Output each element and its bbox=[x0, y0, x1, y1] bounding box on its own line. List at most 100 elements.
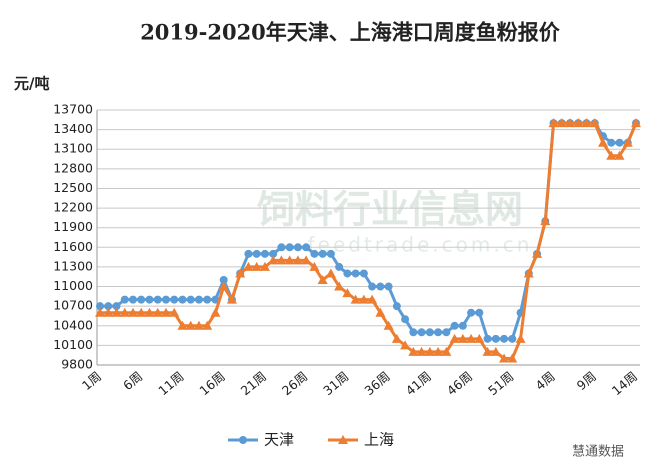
point bbox=[417, 328, 426, 337]
point bbox=[235, 268, 246, 278]
point bbox=[500, 334, 509, 343]
point bbox=[96, 302, 104, 311]
point bbox=[293, 243, 302, 252]
point bbox=[203, 295, 212, 304]
point bbox=[581, 118, 592, 128]
point bbox=[310, 249, 319, 258]
point bbox=[127, 307, 138, 317]
point bbox=[194, 295, 203, 304]
point bbox=[475, 308, 484, 317]
point bbox=[119, 307, 130, 317]
point bbox=[104, 302, 113, 311]
point bbox=[269, 249, 278, 258]
point bbox=[219, 276, 228, 284]
point bbox=[457, 333, 468, 343]
point bbox=[622, 137, 633, 147]
point bbox=[548, 118, 559, 128]
legend-marker bbox=[239, 436, 247, 444]
point bbox=[467, 308, 476, 317]
point bbox=[565, 118, 576, 128]
point bbox=[210, 307, 221, 317]
point bbox=[120, 295, 129, 304]
point bbox=[515, 333, 526, 343]
point bbox=[112, 302, 121, 311]
point bbox=[251, 261, 262, 271]
point bbox=[375, 307, 386, 317]
watermark: 饲料行业信息网 bbox=[257, 188, 523, 232]
point bbox=[490, 346, 501, 356]
chart-title: 2019-2020年天津、上海港口周度鱼粉报价 bbox=[140, 20, 561, 45]
point bbox=[508, 334, 517, 343]
legend-label: 天津 bbox=[264, 431, 294, 449]
point bbox=[482, 346, 493, 356]
point bbox=[400, 340, 411, 350]
point bbox=[408, 346, 419, 356]
point bbox=[441, 346, 452, 356]
point bbox=[170, 295, 179, 304]
point bbox=[368, 282, 377, 291]
point bbox=[202, 320, 213, 330]
point bbox=[458, 321, 467, 330]
point bbox=[573, 118, 584, 128]
point bbox=[606, 150, 617, 160]
point bbox=[523, 268, 534, 278]
point bbox=[177, 320, 188, 330]
point bbox=[317, 275, 328, 284]
y-tick-label: 13700 bbox=[53, 102, 93, 117]
y-tick-label: 13100 bbox=[53, 141, 93, 156]
point bbox=[434, 328, 443, 337]
point bbox=[128, 295, 137, 304]
point bbox=[614, 150, 625, 160]
point bbox=[335, 262, 344, 271]
y-tick-label: 11600 bbox=[53, 239, 93, 254]
point bbox=[95, 307, 105, 317]
point bbox=[243, 261, 254, 271]
point bbox=[276, 255, 287, 265]
point bbox=[589, 118, 600, 128]
point bbox=[185, 320, 196, 330]
point bbox=[103, 307, 114, 317]
point bbox=[532, 248, 543, 258]
point bbox=[392, 302, 401, 311]
point bbox=[367, 294, 378, 304]
y-tick-label: 11300 bbox=[53, 258, 93, 273]
point bbox=[309, 261, 320, 271]
point bbox=[144, 307, 155, 317]
point bbox=[145, 295, 154, 304]
y-tick-label: 10100 bbox=[53, 337, 93, 352]
point bbox=[507, 353, 518, 363]
point bbox=[318, 249, 327, 258]
point bbox=[391, 333, 402, 343]
point bbox=[161, 295, 170, 304]
y-tick-label: 12800 bbox=[53, 160, 93, 175]
point bbox=[178, 295, 187, 304]
y-tick-label: 11900 bbox=[53, 219, 93, 234]
point bbox=[136, 307, 147, 317]
watermark: 慧通数据 bbox=[572, 444, 624, 460]
point bbox=[260, 249, 269, 258]
y-tick-label: 10700 bbox=[53, 298, 93, 313]
legend-marker bbox=[338, 435, 348, 444]
point bbox=[449, 333, 460, 343]
point bbox=[631, 118, 641, 128]
point bbox=[268, 255, 279, 265]
point bbox=[284, 255, 295, 265]
point bbox=[384, 282, 393, 291]
point bbox=[334, 281, 345, 291]
point bbox=[409, 328, 418, 337]
point bbox=[358, 294, 369, 304]
y-tick-label: 11000 bbox=[53, 278, 93, 293]
point bbox=[186, 295, 195, 304]
point bbox=[152, 307, 163, 317]
point bbox=[285, 243, 294, 252]
point bbox=[153, 295, 162, 304]
point bbox=[277, 243, 286, 252]
point bbox=[425, 328, 434, 337]
point bbox=[401, 315, 410, 324]
point bbox=[483, 334, 492, 343]
y-tick-label: 10400 bbox=[53, 317, 93, 332]
y-tick-label: 13400 bbox=[53, 121, 93, 136]
point bbox=[474, 333, 485, 343]
